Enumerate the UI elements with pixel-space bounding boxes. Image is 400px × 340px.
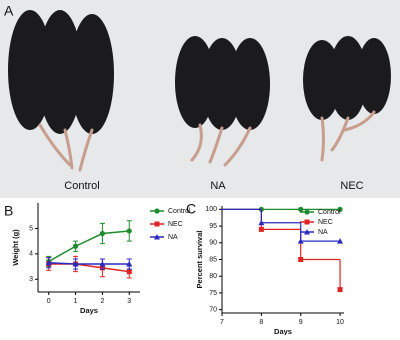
x-tick-label: 1 bbox=[74, 298, 78, 305]
marker bbox=[72, 261, 79, 267]
series-line bbox=[48, 262, 130, 265]
legend-label: NEC bbox=[168, 221, 183, 228]
legend-marker bbox=[304, 209, 310, 215]
y-tick-label: 70 bbox=[209, 307, 217, 314]
panel-letter: A bbox=[4, 3, 14, 19]
mouse bbox=[38, 10, 82, 134]
y-tick-label: 3 bbox=[29, 276, 33, 283]
x-tick-label: 8 bbox=[259, 319, 263, 326]
x-axis-title: Days bbox=[80, 306, 98, 315]
x-axis-title: Days bbox=[274, 327, 292, 335]
x-tick-label: 2 bbox=[100, 298, 104, 305]
series-line bbox=[48, 263, 130, 273]
legend-label: NA bbox=[168, 234, 178, 241]
legend-marker bbox=[304, 219, 310, 225]
group-label: Control bbox=[64, 180, 99, 192]
legend-label: NA bbox=[318, 229, 328, 236]
y-tick-label: 95 bbox=[209, 223, 217, 230]
mouse bbox=[357, 38, 391, 114]
x-tick-label: 9 bbox=[299, 319, 303, 326]
marker bbox=[337, 238, 344, 244]
legend-marker bbox=[304, 229, 310, 235]
legend-label: Control bbox=[168, 208, 191, 215]
mouse bbox=[230, 38, 270, 130]
y-tick-label: 4 bbox=[29, 251, 33, 258]
y-tick-label: 100 bbox=[205, 206, 217, 213]
marker bbox=[258, 226, 264, 232]
marker bbox=[297, 238, 304, 244]
y-tick-label: 90 bbox=[209, 240, 217, 247]
legend-label: NEC bbox=[318, 219, 333, 226]
marker bbox=[298, 257, 304, 262]
y-tick-label: 85 bbox=[209, 256, 217, 263]
marker bbox=[99, 261, 106, 267]
marker bbox=[99, 230, 106, 237]
y-axis-title: Weight (g) bbox=[11, 229, 20, 266]
group-label: NEC bbox=[340, 180, 363, 192]
legend-marker bbox=[154, 208, 160, 214]
mouse bbox=[202, 38, 242, 130]
x-tick-label: 7 bbox=[220, 319, 224, 326]
tails bbox=[38, 110, 376, 172]
marker bbox=[337, 206, 343, 212]
panel-letter: B bbox=[4, 203, 13, 219]
y-tick-label: 75 bbox=[209, 290, 217, 297]
x-tick-label: 10 bbox=[336, 319, 344, 326]
group-label: NA bbox=[210, 180, 226, 192]
mouse bbox=[329, 36, 367, 120]
legend-marker bbox=[154, 234, 160, 240]
y-axis-title: Percent survival bbox=[195, 231, 204, 289]
marker bbox=[337, 287, 343, 293]
mouse bbox=[70, 14, 114, 134]
x-tick-label: 3 bbox=[127, 298, 131, 305]
marker bbox=[126, 261, 133, 267]
marker bbox=[126, 228, 132, 234]
marker bbox=[72, 243, 79, 249]
series-line bbox=[48, 230, 130, 263]
marker bbox=[45, 259, 52, 266]
legend-marker bbox=[154, 221, 160, 227]
x-tick-label: 0 bbox=[47, 298, 51, 305]
panel-letter: C bbox=[186, 201, 196, 217]
marker bbox=[258, 219, 265, 226]
y-tick-label: 5 bbox=[29, 225, 33, 232]
mice-photo bbox=[8, 10, 391, 134]
marker bbox=[298, 206, 304, 212]
y-tick-label: 80 bbox=[209, 273, 217, 280]
marker bbox=[126, 269, 132, 275]
legend-label: Control bbox=[318, 209, 341, 216]
